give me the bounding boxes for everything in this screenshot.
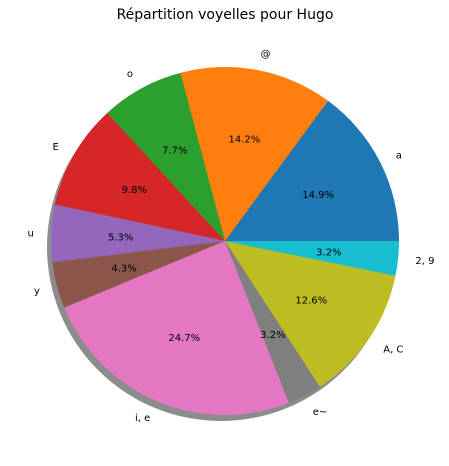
pie-slice-a-c-8 [225, 241, 396, 387]
slice-percent-label-7: 3.2% [260, 330, 285, 341]
slice-percent-label-0: 14.9% [302, 190, 334, 201]
slice-label-0: a [396, 151, 402, 162]
slice-label-6: i, e [135, 413, 150, 424]
slice-label-3: E [52, 142, 58, 153]
slice-label-5: y [34, 286, 40, 297]
slice-label-2: o [127, 69, 133, 80]
slice-percent-label-8: 12.6% [295, 296, 327, 307]
pie-slice-i-e-6 [64, 241, 289, 415]
slice-percent-label-2: 7.7% [162, 145, 187, 156]
pie-labels: a 14.9% @14.2% o 7.7% E 9.8% u 5.3% y 4.3% i, e 24.7… [27, 49, 434, 424]
slice-percent-label-3: 9.8% [122, 185, 147, 196]
slice-percent-label-9: 3.2% [316, 247, 341, 258]
pie-slice-e-7 [225, 241, 320, 403]
pie-slice-2-9-9 [225, 241, 399, 276]
slice-label-7: e~ [313, 407, 328, 418]
slice-label-1: @ [261, 49, 271, 60]
slice-label-9: 2, 9 [415, 256, 434, 267]
pie-slice-o-2 [107, 72, 225, 242]
slice-label-4: u [27, 229, 33, 240]
chart-title: Répartition voyelles pour Hugo [117, 7, 334, 23]
pie-slice-a-0 [225, 100, 399, 241]
slice-percent-label-5: 4.3% [111, 264, 136, 275]
pie-slice-u-4 [51, 204, 226, 263]
pie-slices [51, 67, 399, 415]
slice-percent-label-1: 14.2% [229, 134, 261, 145]
pie-slice-y-5 [52, 241, 225, 308]
slice-percent-label-4: 5.3% [108, 232, 133, 243]
pie-slice-s1-1 [180, 67, 329, 241]
slice-percent-label-6: 24.7% [168, 333, 200, 344]
pie-slice-e-3 [54, 112, 225, 241]
slice-label-8: A, C [383, 345, 403, 356]
